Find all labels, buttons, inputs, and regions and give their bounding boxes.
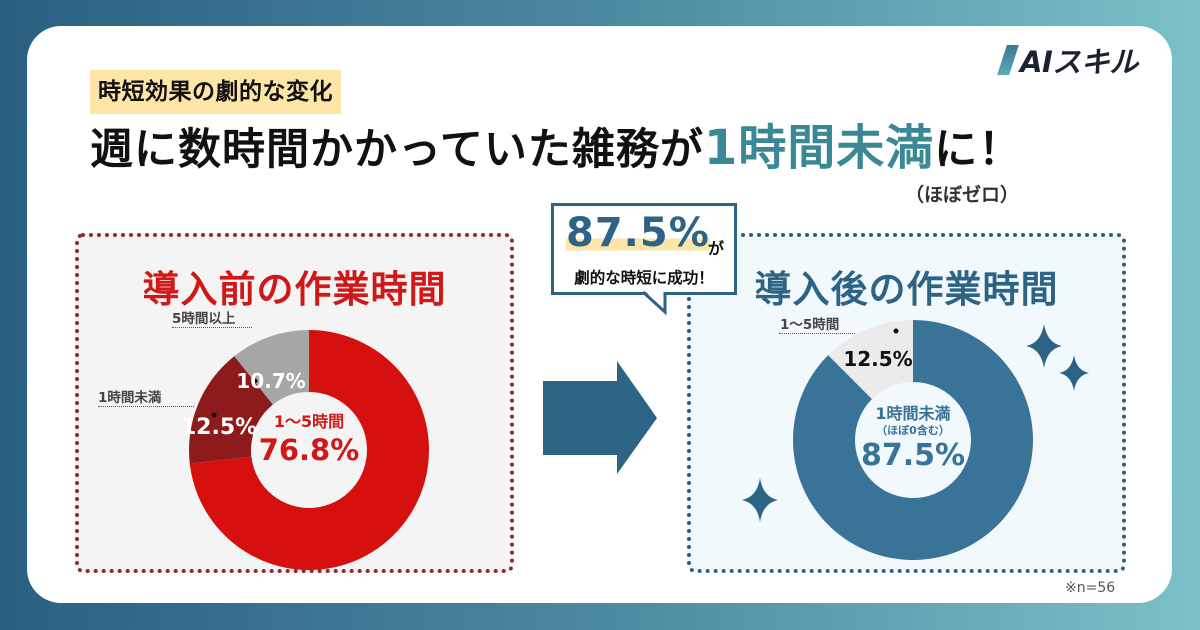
brand-logo: AIスキル: [997, 42, 1138, 79]
slice-under-1h-value: 12.5%: [181, 415, 257, 440]
callout-line-under-1h: [98, 406, 194, 407]
callout-under-1h: 1時間未満: [98, 390, 162, 406]
after-donut-chart: 12.5%: [793, 320, 1034, 560]
bubble-suffix: が: [708, 239, 725, 258]
slice-1-5h: [828, 320, 913, 399]
after-center-category: 1時間未満: [875, 404, 951, 423]
callout-1-5h: 1〜5時間: [780, 317, 840, 333]
before-panel-title: 導入前の作業時間: [142, 268, 447, 311]
slice-under-1h: [189, 356, 273, 464]
headline-prefix: 週に数時間かかっていた雑務が: [90, 125, 704, 175]
bubble-tail: [641, 289, 667, 315]
tagline-badge: 時短効果の劇的な変化: [90, 70, 341, 114]
sample-size-note: ※n=56: [1065, 580, 1116, 596]
callout-line-over-5h: [172, 327, 252, 328]
after-center-sub: （ほぼ0含む）: [876, 424, 950, 437]
after-panel-title: 導入後の作業時間: [754, 268, 1059, 311]
before-center-value: 76.8%: [258, 433, 360, 467]
headline-note: （ほぼゼロ）: [905, 184, 1020, 206]
slice-1-5h-value: 12.5%: [843, 347, 912, 371]
headline: 週に数時間かかっていた雑務が1時間未満に！: [90, 118, 1022, 180]
after-center-label: 1時間未満 （ほぼ0含む） 87.5%: [853, 404, 973, 474]
before-center-category: 1〜5時間: [273, 412, 345, 431]
speech-bubble: 87.5% が 劇的な時短に成功！: [551, 203, 737, 295]
before-center-label: 1〜5時間 76.8%: [249, 412, 369, 468]
sparkle-icon-large: [1026, 324, 1062, 368]
slice-under-1h: [793, 320, 1034, 560]
logo-text: AIスキル: [1020, 45, 1138, 79]
slice-over-5h: [234, 330, 309, 405]
right-arrow-icon: [543, 361, 657, 474]
after-center-value: 87.5%: [860, 438, 966, 473]
headline-accent: 1時間未満: [703, 120, 935, 176]
before-donut-chart: 10.7% 12.5%: [181, 330, 430, 570]
slice-over-5h-value: 10.7%: [236, 369, 305, 393]
before-panel: 導入前の作業時間: [75, 233, 514, 573]
sparkle-icon-bottom: [742, 478, 778, 522]
bubble-percent: 87.5%: [566, 210, 710, 256]
callout-over-5h: 5時間以上: [172, 311, 236, 327]
slice-1-5h: [189, 330, 430, 570]
headline-suffix: に！: [934, 125, 1023, 175]
callout-line-1-5h: [779, 333, 855, 334]
bubble-message: 劇的な時短に成功！: [574, 269, 714, 287]
sparkle-icon-small: [1059, 355, 1089, 391]
